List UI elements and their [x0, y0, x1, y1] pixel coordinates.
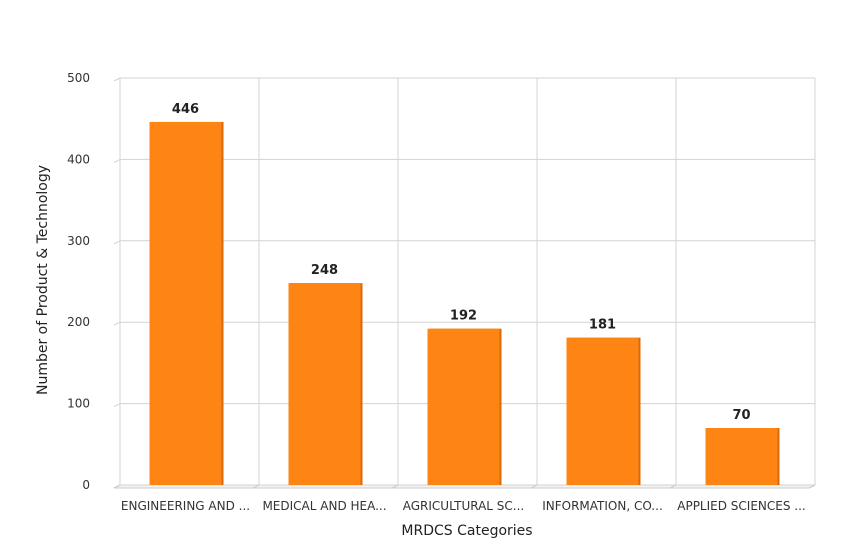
y-tick-label: 500	[67, 71, 90, 85]
v-gridline-depth	[113, 484, 121, 489]
y-axis-ticks: 0 100 200 300 400 500	[67, 71, 90, 492]
bar-value-label: 181	[589, 318, 616, 333]
y-tick-label: 100	[67, 397, 90, 411]
v-gridline-depth	[808, 484, 816, 489]
bar-value-label: 70	[732, 408, 750, 423]
h-gridline-depth	[113, 158, 121, 163]
y-axis-title: Number of Product & Technology	[35, 165, 51, 395]
x-tick-label: MEDICAL AND HEA...	[262, 499, 386, 513]
bar	[427, 328, 500, 485]
h-gridline-depth	[113, 77, 121, 82]
bar-value-label: 446	[172, 102, 199, 117]
x-tick-label: ENGINEERING AND ...	[121, 499, 250, 513]
bar-value-label: 192	[450, 309, 477, 324]
h-gridline-depth	[113, 240, 121, 245]
y-tick-label: 300	[67, 234, 90, 248]
bar	[705, 428, 778, 485]
x-axis-ticks: ENGINEERING AND ... MEDICAL AND HEA... AGR…	[121, 499, 806, 513]
data-labels: 446 248 192 181 70	[172, 102, 751, 423]
x-tick-label: APPLIED SCIENCES ...	[677, 499, 805, 513]
y-tick-label: 200	[67, 315, 90, 329]
bars	[149, 121, 780, 486]
h-gridline-depth	[113, 321, 121, 326]
bar	[566, 337, 639, 485]
x-tick-label: AGRICULTURAL SC...	[403, 499, 524, 513]
y-tick-label: 400	[67, 152, 90, 166]
y-tick-label: 0	[82, 478, 90, 492]
v-gridline-depth	[530, 484, 538, 489]
bar	[288, 283, 361, 485]
bar-value-label: 248	[311, 263, 338, 278]
bar	[149, 121, 222, 486]
v-gridline-depth	[669, 484, 677, 489]
v-gridline-depth	[391, 484, 399, 489]
x-axis-title: MRDCS Categories	[401, 523, 532, 539]
v-gridline-depth	[252, 484, 260, 489]
x-tick-label: INFORMATION, CO...	[542, 499, 663, 513]
h-gridline-depth	[113, 403, 121, 408]
